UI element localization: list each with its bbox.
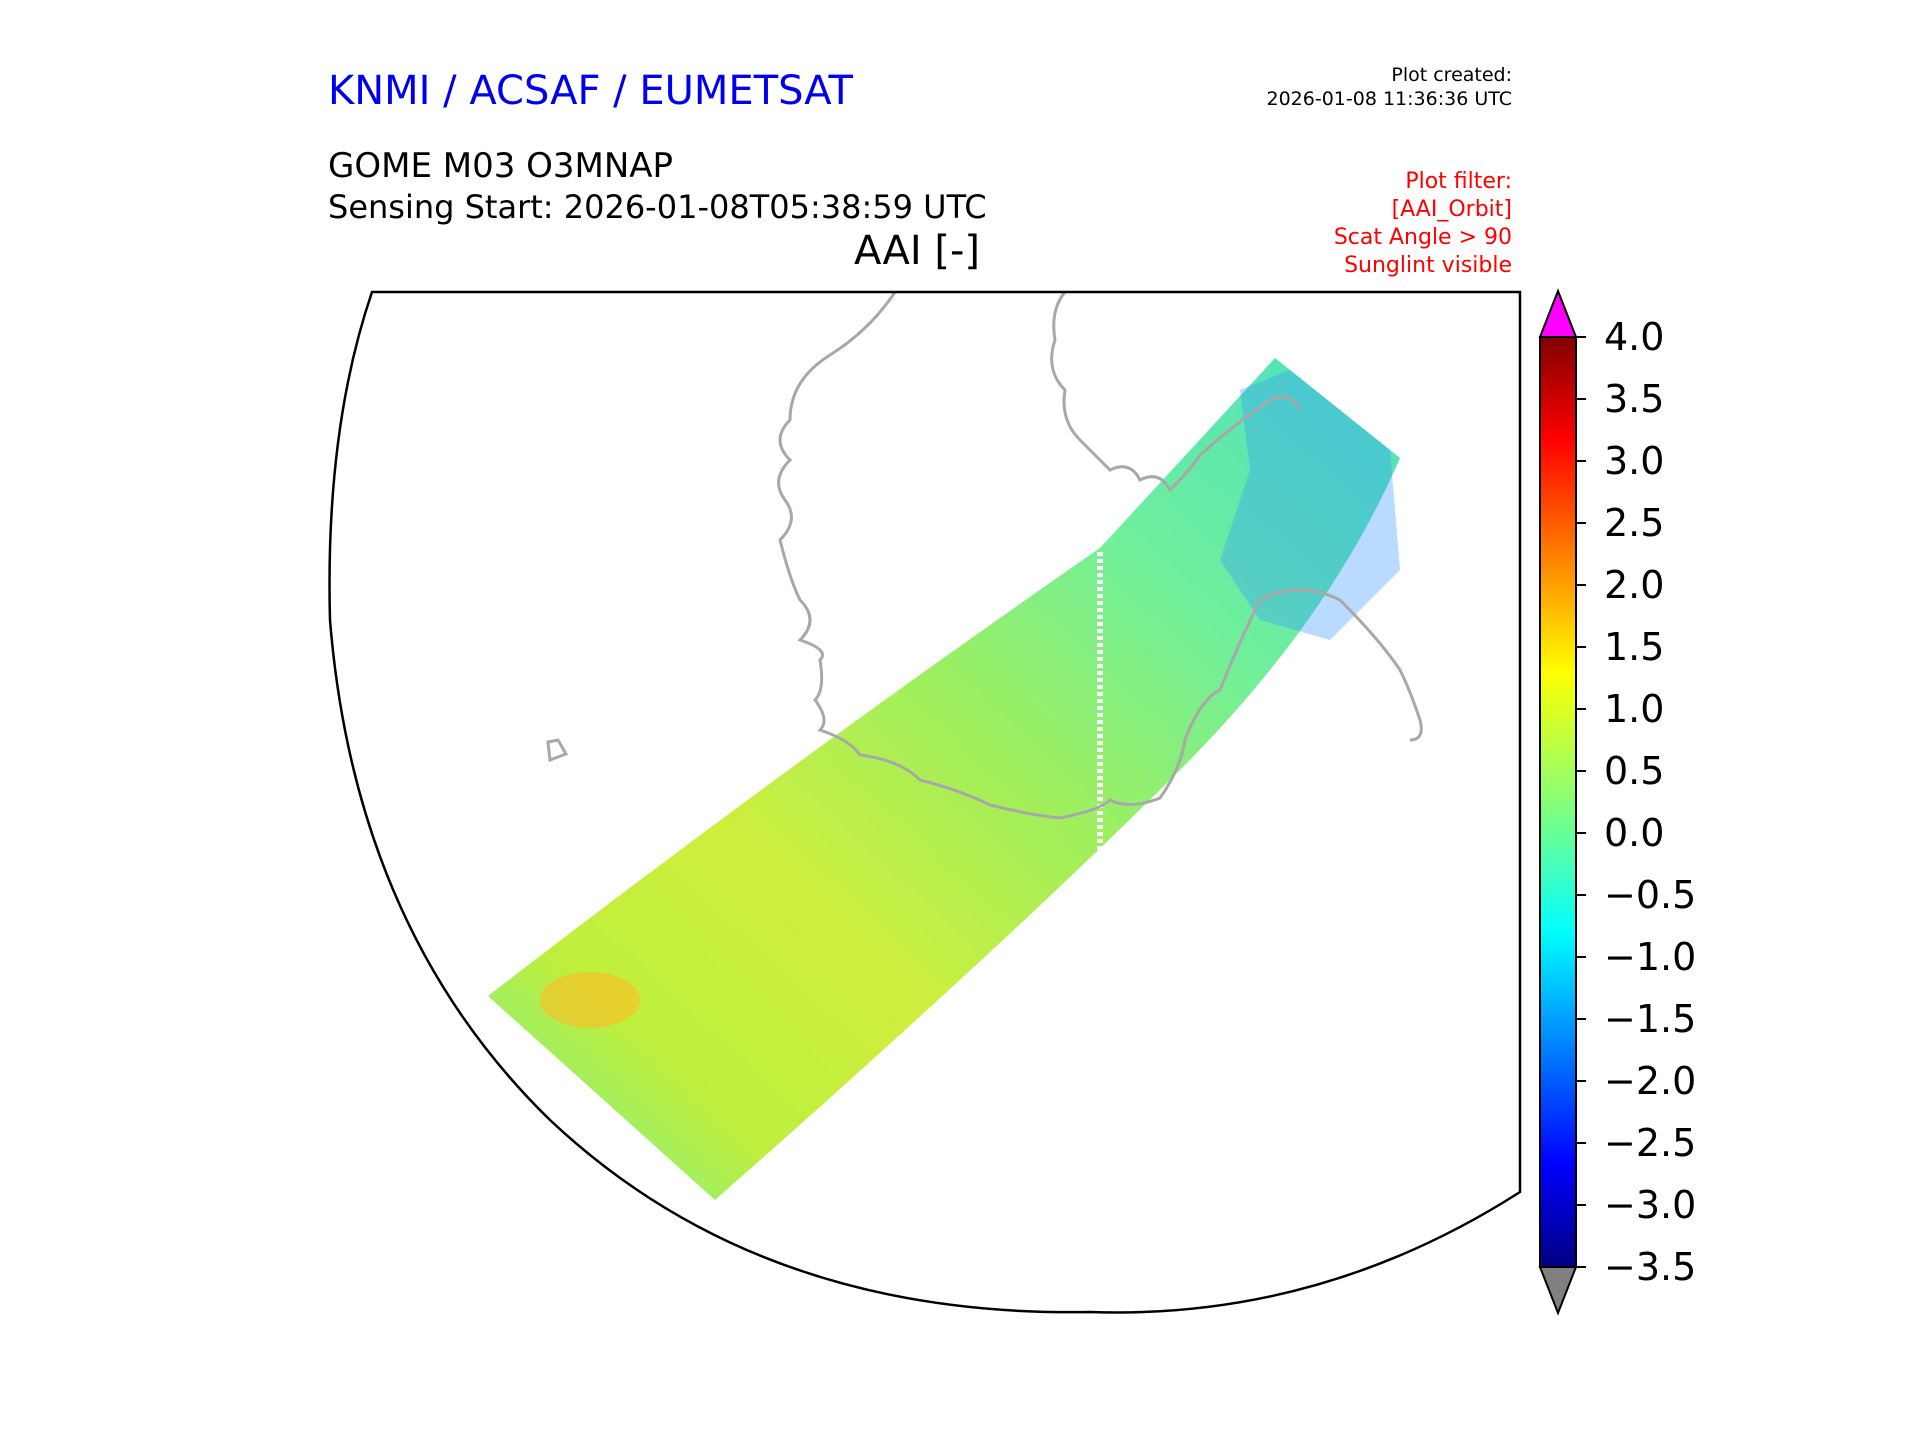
colorbar-tick-label: −3.5 bbox=[1604, 1245, 1697, 1289]
satellite-swath bbox=[488, 358, 1400, 1200]
colorbar-tick-label: −0.5 bbox=[1604, 873, 1697, 917]
sensing-start: Sensing Start: 2026-01-08T05:38:59 UTC bbox=[328, 188, 987, 226]
colorbar-extend-min bbox=[1538, 1266, 1578, 1316]
plot-title: AAI [-] bbox=[854, 228, 980, 274]
plot-filter-sunglint: Sunglint visible bbox=[1344, 253, 1512, 278]
colorbar-tick-label: 1.5 bbox=[1604, 625, 1665, 669]
colorbar-tick-label: −1.5 bbox=[1604, 997, 1697, 1041]
plot-filter-name: [AAI_Orbit] bbox=[1391, 197, 1512, 222]
colorbar-extend-max bbox=[1538, 288, 1578, 338]
coastline-mainland bbox=[777, 292, 1423, 820]
colorbar-ticks bbox=[1576, 336, 1586, 1268]
coastline-island bbox=[546, 738, 569, 763]
colorbar-tick-label: 0.5 bbox=[1604, 749, 1665, 793]
colorbar-tick-label: 2.0 bbox=[1604, 563, 1665, 607]
colorbar-tick-label: −2.0 bbox=[1604, 1059, 1697, 1103]
plot-created-label: Plot created: bbox=[1391, 64, 1512, 86]
organization-title: KNMI / ACSAF / EUMETSAT bbox=[328, 68, 853, 114]
colorbar-tick-label: 1.0 bbox=[1604, 687, 1665, 731]
negative-aai-patch bbox=[1220, 370, 1400, 640]
plot-filter-heading: Plot filter: bbox=[1405, 169, 1512, 194]
colorbar-tick-label: −3.0 bbox=[1604, 1183, 1697, 1227]
colorbar-tick-label: −1.0 bbox=[1604, 935, 1697, 979]
colorbar-gradient bbox=[1539, 336, 1577, 1268]
positive-aai-patch bbox=[540, 972, 640, 1028]
coastline-east bbox=[1050, 292, 1302, 493]
map-boundary bbox=[328, 290, 1522, 1314]
colorbar-tick-label: 3.5 bbox=[1604, 377, 1665, 421]
colorbar-tick-label: 3.0 bbox=[1604, 439, 1665, 483]
colorbar-tick-label: 4.0 bbox=[1604, 315, 1665, 359]
colorbar bbox=[1538, 288, 1586, 1316]
colorbar-tick-label: 2.5 bbox=[1604, 501, 1665, 545]
product-title: GOME M03 O3MNAP bbox=[328, 146, 674, 186]
colorbar-tick-label: 0.0 bbox=[1604, 811, 1665, 855]
plot-created-value: 2026-01-08 11:36:36 UTC bbox=[1266, 88, 1513, 110]
plot-filter-scat-angle: Scat Angle > 90 bbox=[1333, 225, 1512, 250]
colorbar-tick-label: −2.5 bbox=[1604, 1121, 1697, 1165]
